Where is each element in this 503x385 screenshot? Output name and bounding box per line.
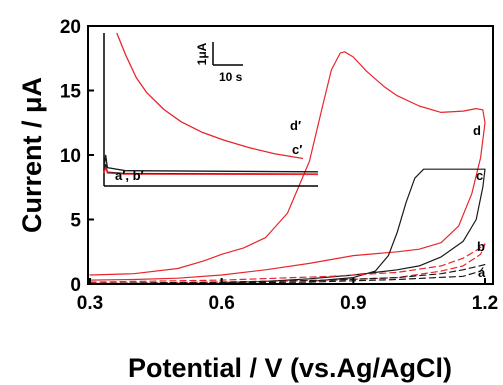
inset-series-b-prime [103, 166, 319, 176]
curve-label-c: c [476, 168, 483, 183]
inset-series-c-prime [103, 154, 319, 173]
y-tick-label: 0 [70, 275, 81, 296]
y-tick-label: 5 [70, 211, 81, 232]
axis-ticks: 0.3 0.6 0.9 1.2 0 5 10 15 20 [60, 17, 498, 314]
x-tick-label: 0.3 [77, 293, 103, 314]
x-tick-label: 0.6 [208, 293, 234, 314]
curve-label-a: a [478, 265, 486, 280]
series-d [89, 51, 486, 281]
inset-label-c-prime: c′ [292, 142, 302, 157]
inset: 1μA 10 s d′ c′ a′, b′ [103, 32, 319, 187]
series-a [89, 264, 486, 284]
y-tick-label: 20 [60, 17, 81, 38]
y-axis-title: Current / μA [17, 77, 47, 233]
scale-bar-y-label: 1μA [195, 42, 209, 65]
inset-label-ab-prime: a′, b′ [115, 168, 144, 183]
curve-label-d: d [473, 123, 481, 138]
x-tick-label: 1.2 [472, 293, 498, 314]
x-tick-label: 0.9 [340, 293, 366, 314]
inset-label-d-prime: d′ [290, 118, 301, 133]
curve-label-b: b [477, 239, 485, 254]
series-layer [89, 51, 486, 284]
inset-series-d-prime [116, 32, 304, 160]
x-axis-title: Potential / V (vs.Ag/AgCl) [128, 353, 452, 383]
series-c [221, 168, 486, 284]
y-tick-label: 10 [60, 146, 81, 167]
inset-series-layer [103, 32, 319, 176]
y-tick-label: 15 [60, 82, 82, 103]
scale-bar-x-label: 10 s [219, 70, 243, 84]
